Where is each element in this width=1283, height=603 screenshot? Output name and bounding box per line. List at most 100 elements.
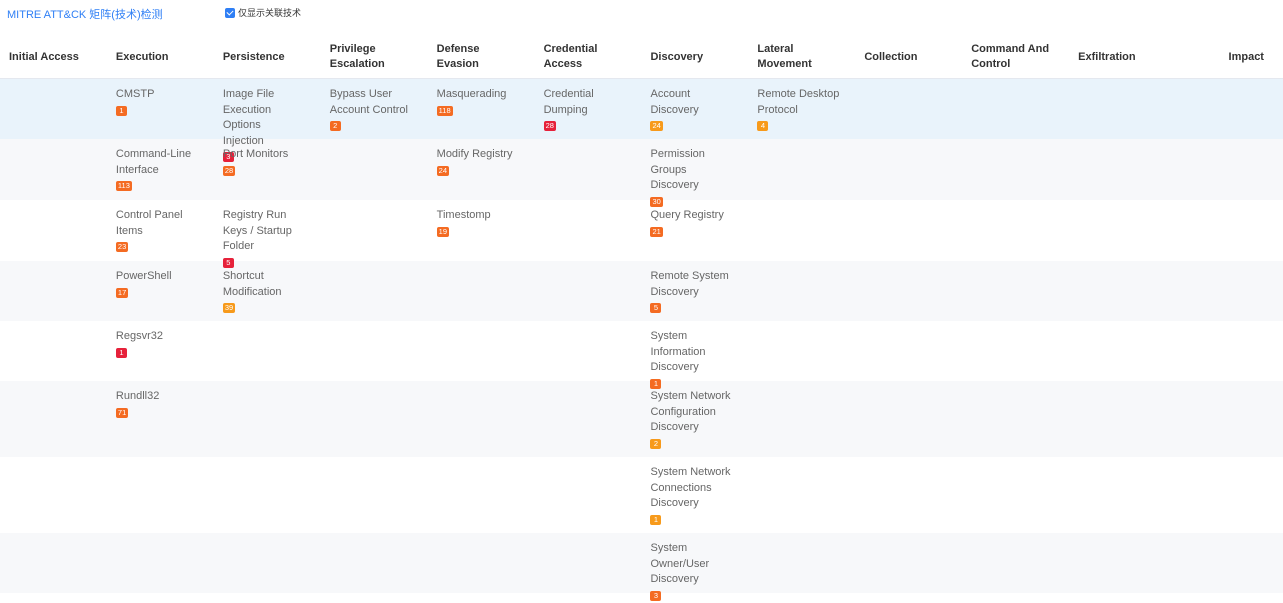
empty-cell: [428, 381, 535, 457]
empty-cell: [1069, 381, 1176, 457]
technique-cell[interactable]: Registry Run Keys / Startup Folder 5: [214, 200, 321, 270]
detection-count-badge: 24: [650, 121, 663, 131]
technique-name[interactable]: CMSTP: [115, 88, 155, 100]
technique-name[interactable]: Modify Registry: [436, 148, 513, 160]
technique-cell[interactable]: System Information Discovery 1: [641, 321, 748, 391]
column-header-discovery: Discovery: [650, 50, 704, 63]
matrix-row: System Network Connections Discovery 1: [0, 457, 1283, 533]
empty-cell: [1176, 533, 1283, 603]
technique-name[interactable]: Rundll32: [115, 390, 160, 402]
technique-cell[interactable]: Masquerading 118: [428, 79, 535, 165]
technique-name[interactable]: System Network Configuration Discovery: [650, 390, 731, 433]
technique-cell[interactable]: Query Registry 21: [641, 200, 748, 270]
matrix-row: Rundll32 71 System Network Configuration D…: [0, 381, 1283, 457]
technique-name[interactable]: Shortcut Modification: [222, 270, 282, 298]
technique-cell[interactable]: PowerShell 17: [107, 261, 214, 321]
technique-name[interactable]: Permission Groups Discovery: [650, 148, 705, 191]
column-header-exfiltration: Exfiltration: [1078, 50, 1136, 63]
empty-cell: [855, 533, 962, 603]
detection-count-badge: 23: [115, 242, 129, 252]
filter-label: 仅显示关联技术: [238, 8, 302, 18]
empty-cell: [1069, 457, 1176, 533]
checkbox-checked-icon[interactable]: [225, 7, 235, 18]
empty-cell: [748, 381, 855, 457]
empty-cell: [855, 457, 962, 533]
technique-name[interactable]: PowerShell: [115, 270, 172, 282]
technique-cell[interactable]: Port Monitors 28: [214, 139, 321, 209]
empty-cell: [855, 381, 962, 457]
detection-count-badge: 19: [436, 226, 449, 237]
technique-name[interactable]: Account Discovery: [650, 88, 699, 116]
technique-name[interactable]: Port Monitors: [222, 148, 289, 160]
matrix-row: Regsvr32 1 System Information Discovery 1: [0, 321, 1283, 389]
technique-cell[interactable]: System Network Configuration Discovery 2: [641, 381, 748, 457]
detection-count-badge: 113: [115, 181, 132, 191]
empty-cell: [535, 139, 642, 209]
technique-cell[interactable]: Bypass User Account Control 2: [321, 79, 428, 165]
technique-name[interactable]: System Owner/User Discovery: [650, 542, 710, 585]
column-header-initial-access: Initial Access: [9, 50, 79, 63]
column-header-command-and-control: Command And Control: [971, 43, 1050, 70]
matrix-row: Command-Line Interface 113 Port Monitors 28…: [0, 139, 1283, 207]
technique-cell[interactable]: Rundll32 71: [107, 381, 214, 457]
technique-name[interactable]: Masquerading: [436, 88, 507, 100]
empty-cell: [1176, 200, 1283, 270]
empty-cell: [321, 200, 428, 270]
empty-cell: [1176, 457, 1283, 533]
technique-cell[interactable]: Regsvr32 1: [107, 321, 214, 391]
technique-cell[interactable]: System Owner/User Discovery 3: [641, 533, 748, 603]
technique-name[interactable]: System Information Discovery: [650, 330, 706, 373]
technique-name[interactable]: Remote Desktop Protocol: [757, 88, 840, 116]
technique-cell[interactable]: Remote Desktop Protocol 4: [748, 79, 855, 165]
detection-count-badge: 17: [115, 287, 129, 298]
empty-cell: [0, 533, 107, 603]
empty-cell: [962, 381, 1069, 457]
technique-cell[interactable]: Timestomp 19: [428, 200, 535, 270]
column-header-impact: Impact: [1228, 50, 1264, 63]
technique-name[interactable]: System Network Connections Discovery: [650, 466, 731, 509]
column-header-execution: Execution: [115, 50, 169, 63]
matrix-row: PowerShell 17 Shortcut Modification 39 Remot…: [0, 261, 1283, 321]
detection-count-badge: 24: [436, 165, 449, 176]
technique-cell[interactable]: Shortcut Modification 39: [214, 261, 321, 321]
technique-cell[interactable]: Account Discovery 24: [641, 79, 748, 165]
technique-cell[interactable]: CMSTP 1: [107, 79, 214, 165]
column-header-credential-access: Credential Access: [543, 43, 598, 70]
empty-cell: [855, 261, 962, 321]
detection-count-badge: 4: [757, 121, 769, 131]
empty-cell: [321, 457, 428, 533]
technique-cell[interactable]: Modify Registry 24: [428, 139, 535, 209]
technique-name[interactable]: Command-Line Interface: [115, 148, 192, 176]
technique-name[interactable]: Registry Run Keys / Startup Folder: [222, 209, 292, 252]
empty-cell: [962, 261, 1069, 321]
empty-cell: [107, 533, 214, 603]
technique-cell[interactable]: Credential Dumping 28: [535, 79, 642, 165]
detection-count-badge: 28: [543, 121, 556, 131]
empty-cell: [1069, 261, 1176, 321]
empty-cell: [214, 381, 321, 457]
detection-count-badge: 71: [115, 407, 129, 418]
technique-cell[interactable]: System Network Connections Discovery 1: [641, 457, 748, 533]
technique-cell[interactable]: Image File Execution Options Injection 3: [214, 79, 321, 165]
technique-name[interactable]: Remote System Discovery: [650, 270, 729, 298]
empty-cell: [748, 200, 855, 270]
column-header-lateral-movement: Lateral Movement: [757, 43, 812, 70]
technique-cell[interactable]: Control Panel Items 23: [107, 200, 214, 270]
technique-name[interactable]: Image File Execution Options Injection: [222, 88, 275, 147]
empty-cell: [0, 381, 107, 457]
technique-cell[interactable]: Remote System Discovery 5: [641, 261, 748, 321]
technique-cell[interactable]: Command-Line Interface 113: [107, 139, 214, 209]
technique-name[interactable]: Regsvr32: [115, 330, 163, 342]
technique-name[interactable]: Bypass User Account Control: [329, 88, 408, 116]
related-techniques-filter[interactable]: 仅显示关联技术: [225, 6, 301, 19]
technique-name[interactable]: Query Registry: [650, 209, 724, 221]
empty-cell: [1176, 381, 1283, 457]
technique-name[interactable]: Control Panel Items: [115, 209, 183, 237]
technique-name[interactable]: Timestomp: [436, 209, 491, 221]
attack-matrix: Initial Access Execution Persistence Privil…: [0, 36, 1283, 601]
technique-name[interactable]: Credential Dumping: [543, 88, 594, 116]
detection-count-badge: 39: [222, 303, 236, 313]
detection-count-badge: 118: [436, 105, 453, 116]
empty-cell: [428, 457, 535, 533]
technique-cell[interactable]: Permission Groups Discovery 30: [641, 139, 748, 209]
